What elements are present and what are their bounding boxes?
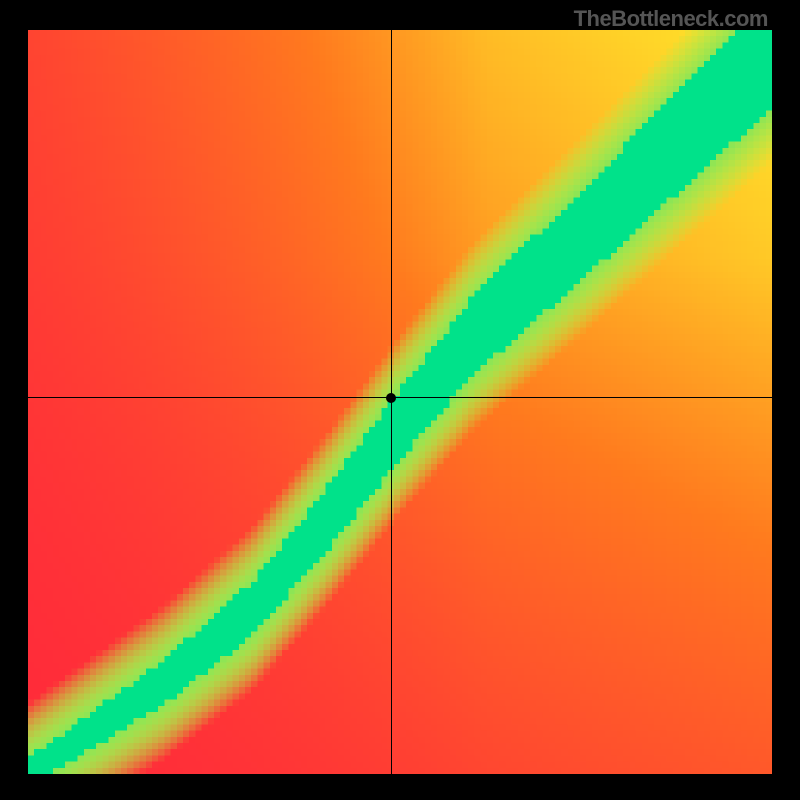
heatmap-canvas [28,30,772,774]
center-marker [386,393,396,403]
crosshair-horizontal [28,397,772,398]
watermark-text: TheBottleneck.com [574,6,768,32]
